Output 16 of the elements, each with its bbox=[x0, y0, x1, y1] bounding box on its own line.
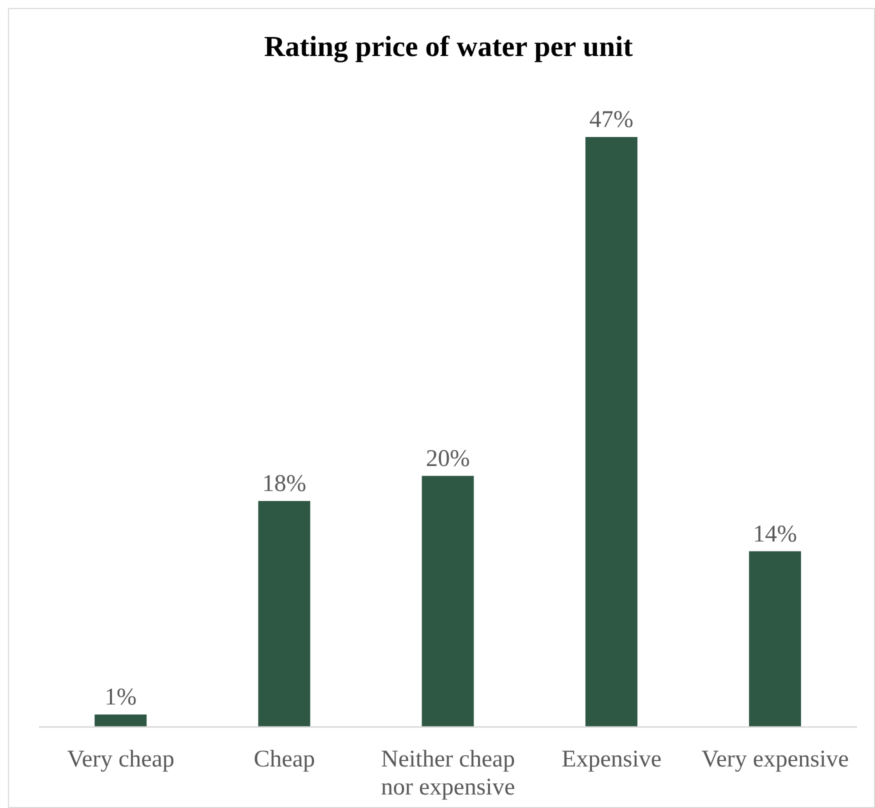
x-tick-label: Neither cheap nor expensive bbox=[381, 746, 515, 801]
x-tick-label: Cheap bbox=[254, 746, 316, 773]
chart-title: Rating price of water per unit bbox=[263, 30, 634, 65]
data-label: 47% bbox=[589, 107, 634, 133]
bar bbox=[422, 476, 474, 727]
bar bbox=[258, 501, 310, 727]
bar bbox=[585, 137, 638, 727]
bar bbox=[94, 714, 147, 727]
data-label: 18% bbox=[262, 471, 306, 498]
bar bbox=[749, 551, 802, 727]
data-label: 14% bbox=[753, 521, 798, 548]
data-label: 1% bbox=[104, 684, 137, 710]
data-label: 20% bbox=[426, 446, 470, 472]
x-tick-label: Very expensive bbox=[702, 746, 849, 773]
x-tick-label: Expensive bbox=[562, 746, 662, 773]
x-tick-label: Very cheap bbox=[67, 746, 174, 773]
